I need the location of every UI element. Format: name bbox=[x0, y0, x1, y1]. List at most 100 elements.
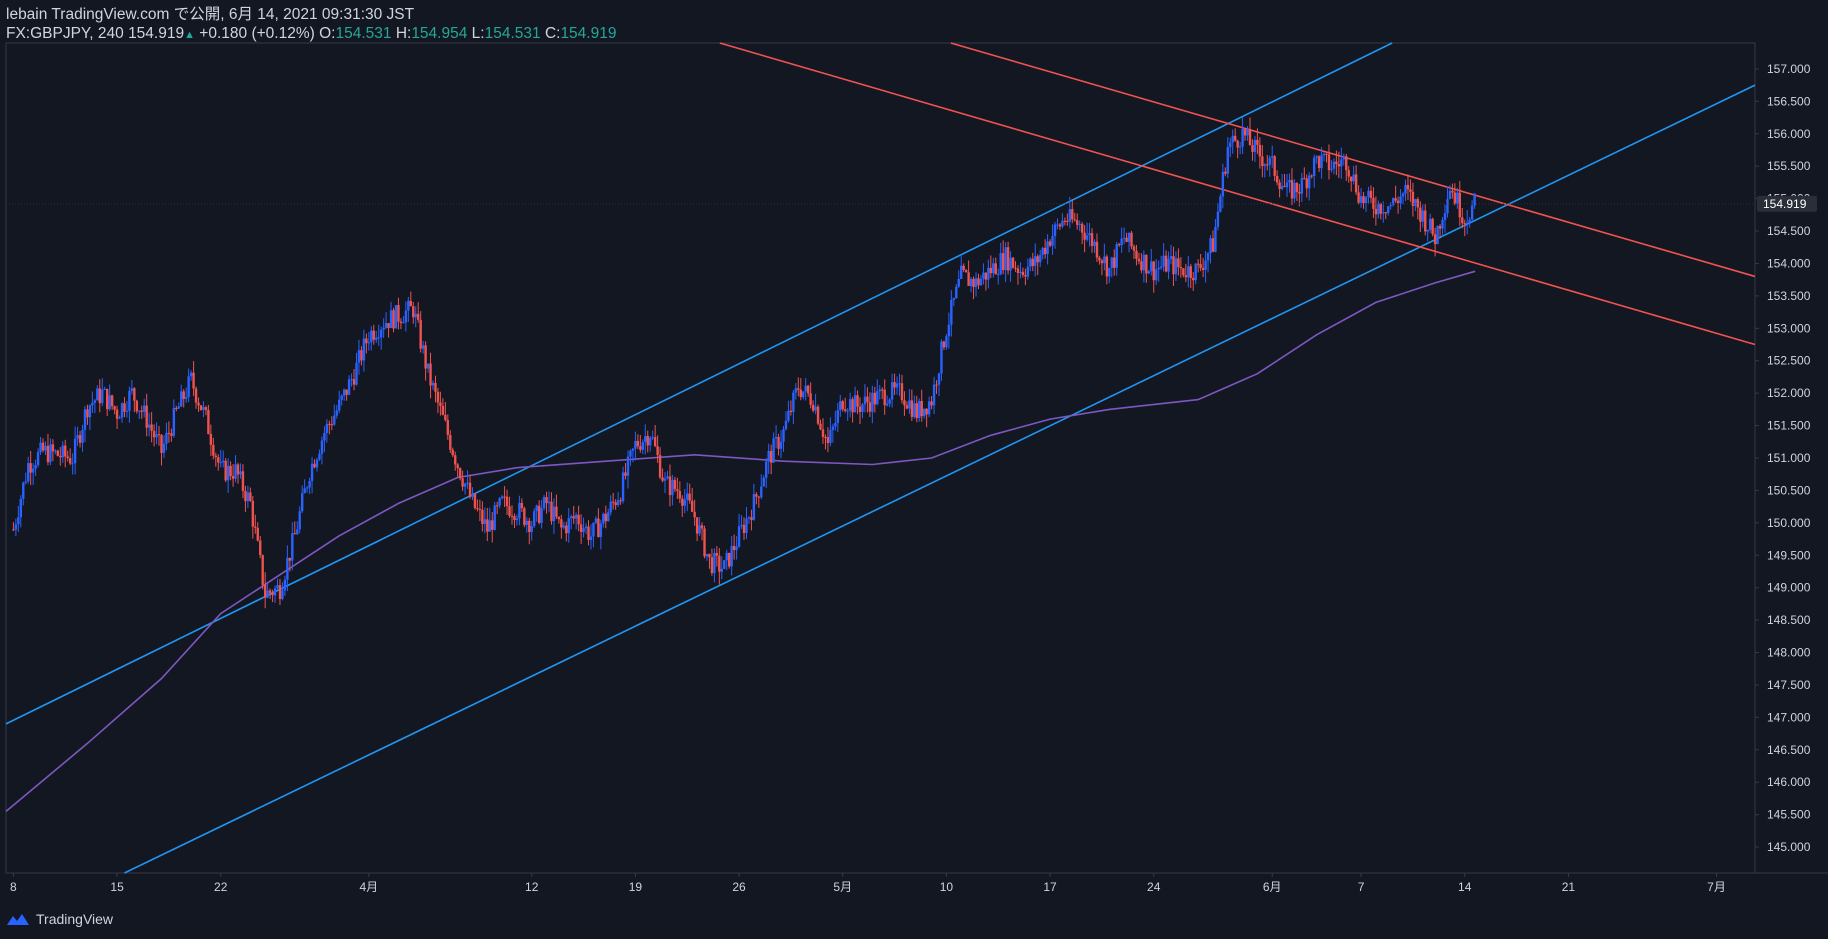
candle-body bbox=[653, 437, 657, 447]
x-tick-label: 7 bbox=[1358, 880, 1365, 894]
x-tick-label: 26 bbox=[732, 880, 746, 894]
candle-body bbox=[1463, 223, 1466, 225]
candle-body bbox=[143, 405, 146, 412]
x-tick-label: 5月 bbox=[833, 880, 852, 894]
candle-body bbox=[1394, 198, 1397, 201]
candle-body bbox=[1189, 266, 1192, 278]
candle-body bbox=[858, 406, 862, 413]
candle-body bbox=[918, 401, 921, 419]
candle-body bbox=[436, 391, 440, 403]
candle-body bbox=[379, 329, 383, 338]
candle-body bbox=[1169, 256, 1173, 259]
tradingview-watermark[interactable]: TradingView bbox=[6, 911, 113, 927]
candle-body bbox=[1377, 203, 1380, 215]
candle-body bbox=[291, 533, 294, 561]
candle-body bbox=[271, 592, 274, 596]
candle-body bbox=[1404, 184, 1407, 194]
y-tick-label: 150.000 bbox=[1767, 516, 1811, 530]
candle-body bbox=[135, 400, 139, 412]
candle-body bbox=[1004, 247, 1007, 271]
candle-body bbox=[259, 540, 262, 556]
candle-body bbox=[180, 391, 183, 407]
candle-body bbox=[1261, 156, 1264, 167]
candle-body bbox=[799, 389, 802, 398]
candle-body bbox=[1320, 155, 1323, 169]
candle-body bbox=[1219, 196, 1222, 212]
candle-body bbox=[71, 463, 74, 465]
candle-body bbox=[256, 527, 259, 541]
candle-body bbox=[950, 299, 953, 325]
candle-body bbox=[1063, 220, 1067, 222]
candle-body bbox=[883, 389, 886, 406]
candle-body bbox=[826, 437, 830, 443]
tradingview-logo-icon bbox=[7, 914, 29, 925]
candle-body bbox=[478, 508, 482, 510]
candle-body bbox=[1349, 176, 1353, 182]
candle-body bbox=[434, 382, 437, 392]
candle-body bbox=[167, 432, 171, 434]
candle-body bbox=[1273, 156, 1276, 176]
candle-body bbox=[1451, 190, 1454, 193]
candle-body bbox=[1330, 168, 1333, 171]
candle-body bbox=[1280, 186, 1284, 189]
candle-body bbox=[1340, 159, 1343, 167]
candle-body bbox=[1103, 256, 1106, 264]
candle-body bbox=[1241, 128, 1244, 147]
candle-body bbox=[1029, 258, 1032, 267]
candle-body bbox=[841, 401, 844, 410]
candle-body bbox=[300, 493, 304, 512]
candle-body bbox=[885, 403, 889, 406]
candle-body bbox=[505, 496, 509, 507]
candle-body bbox=[397, 305, 400, 322]
candle-body bbox=[165, 432, 168, 444]
candle-body bbox=[88, 405, 92, 418]
candle-body bbox=[365, 338, 368, 344]
candle-body bbox=[244, 490, 247, 502]
candle-body bbox=[138, 410, 141, 412]
candle-body bbox=[853, 395, 857, 413]
symbol-label[interactable]: FX:GBPJPY, 240 bbox=[6, 25, 124, 42]
candle-body bbox=[814, 406, 817, 411]
plot-area[interactable] bbox=[5, 42, 1756, 874]
candle-body bbox=[105, 388, 109, 410]
candle-body bbox=[720, 568, 723, 572]
candle-body bbox=[913, 403, 916, 417]
candle-body bbox=[1391, 198, 1395, 206]
candle-body bbox=[370, 330, 373, 343]
candle-body bbox=[1374, 208, 1378, 215]
candle-body bbox=[740, 524, 743, 527]
candle-body bbox=[839, 401, 842, 411]
candle-body bbox=[1271, 156, 1274, 158]
candle-body bbox=[170, 433, 173, 436]
candle-body bbox=[152, 430, 156, 438]
candle-body bbox=[530, 526, 533, 532]
candle-body bbox=[888, 399, 891, 404]
y-tick-label: 156.500 bbox=[1767, 94, 1811, 108]
candle-body bbox=[1352, 174, 1355, 182]
candlesticks bbox=[12, 117, 1476, 609]
candle-body bbox=[723, 560, 726, 569]
candle-body bbox=[1031, 258, 1034, 266]
candle-body bbox=[1258, 144, 1262, 157]
candle-body bbox=[1243, 128, 1247, 136]
candle-body bbox=[784, 420, 788, 430]
candle-body bbox=[1140, 261, 1143, 271]
candle-body bbox=[98, 388, 101, 404]
candle-body bbox=[1216, 211, 1220, 227]
candle-body bbox=[1159, 266, 1163, 268]
candle-body bbox=[328, 423, 331, 425]
candle-body bbox=[651, 437, 654, 439]
candle-body bbox=[661, 477, 664, 481]
candle-body bbox=[1233, 135, 1237, 141]
open-label: O: bbox=[319, 25, 336, 42]
candle-body bbox=[1317, 156, 1321, 169]
candle-body bbox=[1466, 222, 1469, 224]
x-tick-label: 7月 bbox=[1707, 880, 1726, 894]
candle-body bbox=[1172, 256, 1175, 275]
candle-body bbox=[989, 267, 993, 274]
candle-body bbox=[1011, 257, 1015, 268]
x-tick-label: 14 bbox=[1458, 880, 1472, 894]
candle-body bbox=[320, 440, 324, 454]
candle-body bbox=[574, 514, 578, 519]
